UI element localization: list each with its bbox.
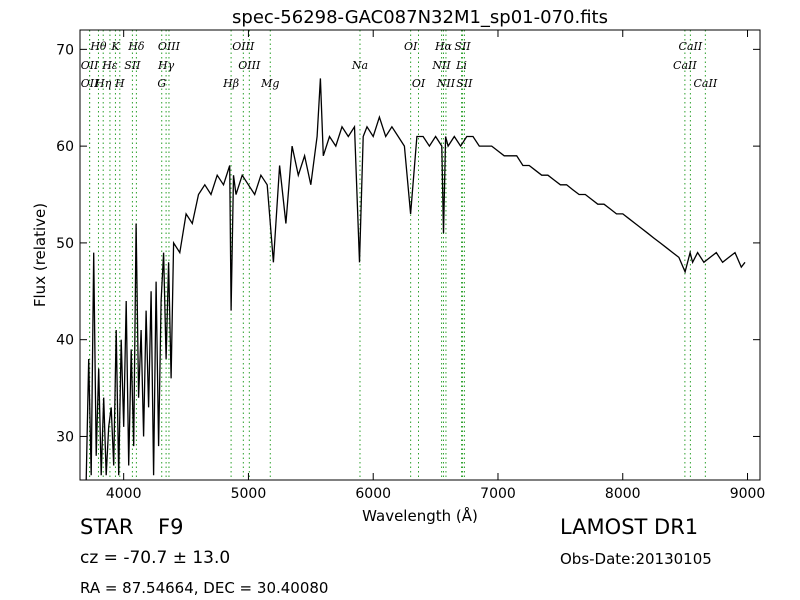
- x-tick-label: 8000: [605, 486, 641, 502]
- line-label: OI: [404, 40, 418, 53]
- x-tick-label: 5000: [231, 486, 267, 502]
- line-label: Hη: [94, 77, 112, 90]
- y-tick-label: 40: [56, 333, 74, 349]
- line-label: OII: [81, 77, 99, 90]
- line-label: G: [157, 77, 166, 90]
- y-tick-label: 60: [56, 139, 74, 155]
- line-label: Hδ: [127, 40, 145, 53]
- line-label: Hε: [101, 59, 118, 72]
- x-axis: 4000 5000 6000 7000 8000 9000: [106, 30, 765, 502]
- line-label: OI: [412, 77, 426, 90]
- y-axis-label: Flux (relative): [31, 203, 49, 307]
- observation-date: Obs-Date:20130105: [560, 550, 712, 568]
- y-tick-label: 70: [56, 42, 74, 58]
- y-tick-label: 50: [56, 236, 74, 252]
- line-label: CaII: [694, 77, 718, 90]
- object-class: STAR: [80, 515, 134, 539]
- line-label: K: [110, 40, 120, 53]
- chart-title: spec-56298-GAC087N32M1_sp01-070.fits: [232, 7, 608, 28]
- line-label: SII: [124, 59, 141, 72]
- object-subclass: F9: [158, 515, 184, 539]
- line-label: OII: [81, 59, 99, 72]
- line-label: NII: [436, 77, 456, 90]
- emission-line-markers: [89, 30, 706, 480]
- line-label: Hβ: [222, 77, 239, 90]
- line-label: Li: [455, 59, 467, 72]
- x-tick-label: 7000: [480, 486, 516, 502]
- cz-value: cz = -70.7 ± 13.0: [80, 548, 231, 568]
- line-label: CaII: [673, 59, 697, 72]
- flux-line: [85, 78, 746, 481]
- line-label: Hγ: [157, 59, 175, 72]
- line-label: OIII: [238, 59, 261, 72]
- x-tick-label: 6000: [355, 486, 391, 502]
- line-label: SII: [454, 40, 471, 53]
- line-label: NII: [431, 59, 451, 72]
- line-label: Hα: [434, 40, 453, 53]
- survey-name: LAMOST DR1: [560, 515, 699, 539]
- line-label: OIII: [232, 40, 255, 53]
- x-tick-label: 4000: [106, 486, 142, 502]
- x-tick-label: 9000: [730, 486, 766, 502]
- coordinates: RA = 87.54664, DEC = 30.40080: [80, 579, 329, 597]
- x-axis-label: Wavelength (Å): [362, 506, 478, 525]
- plot-frame: [79, 29, 761, 481]
- line-label: CaII: [679, 40, 703, 53]
- line-label: OIII: [158, 40, 181, 53]
- line-label: Na: [351, 59, 368, 72]
- line-label: SII: [456, 77, 473, 90]
- line-label: Hθ: [89, 40, 107, 53]
- line-label: Mg: [260, 77, 279, 90]
- y-axis: 30 40 50 60 70: [56, 42, 760, 445]
- y-tick-label: 30: [56, 429, 74, 445]
- line-label: H: [114, 77, 125, 90]
